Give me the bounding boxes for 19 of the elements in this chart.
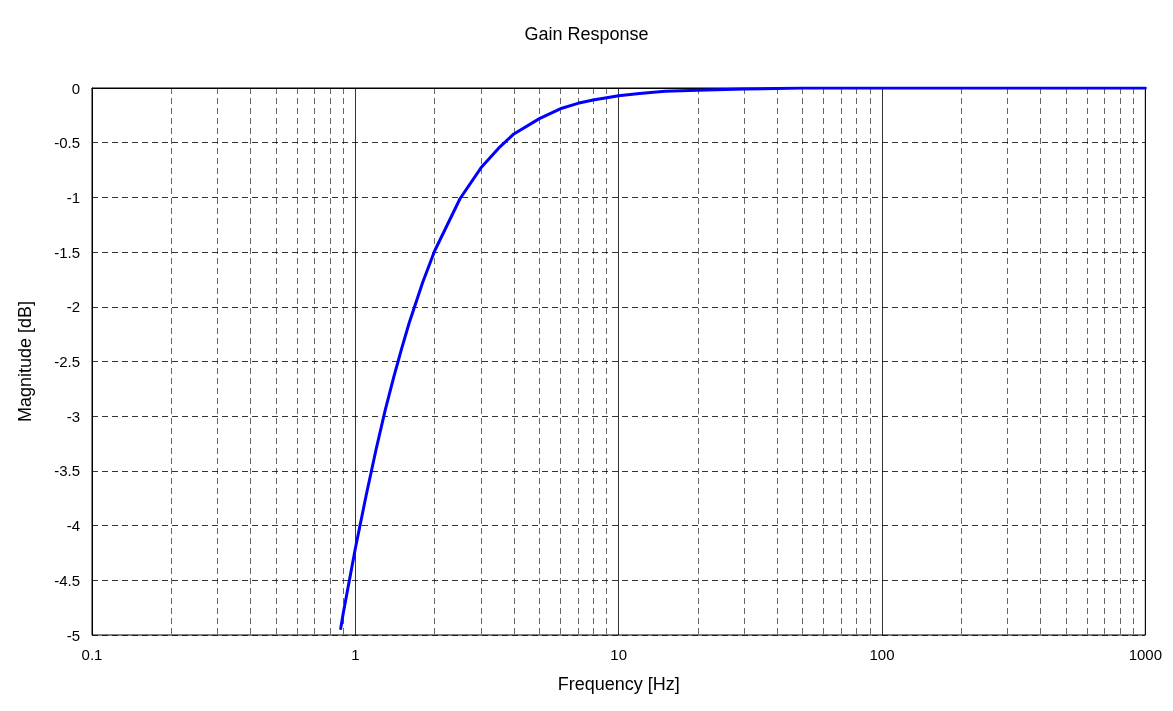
x-tick-label: 0.1 [81, 646, 103, 663]
y-tick-label: 0 [71, 79, 80, 97]
chart-title: Gain Response [524, 24, 649, 44]
y-tick-label: -5 [66, 626, 80, 644]
x-axis-title: Frequency [Hz] [557, 674, 680, 694]
y-tick-label: -2.5 [54, 353, 80, 370]
x-tick-label: 1000 [1128, 646, 1162, 663]
y-tick-label: -3.5 [54, 462, 80, 480]
x-tick-label: 10 [610, 646, 627, 663]
y-tick-label: -4.5 [54, 571, 80, 589]
y-tick-label: -4 [66, 517, 80, 535]
y-tick-label: -1.5 [54, 243, 80, 261]
x-tick-label: 100 [869, 646, 895, 663]
y-tick-label: -1 [66, 188, 80, 206]
x-tick-label: 1 [351, 646, 360, 663]
y-tick-label: -0.5 [54, 134, 80, 152]
y-axis-title: Magnitude [dB] [15, 300, 35, 423]
y-tick-label: -3 [66, 407, 80, 425]
y-tick-label: -2 [66, 298, 80, 316]
